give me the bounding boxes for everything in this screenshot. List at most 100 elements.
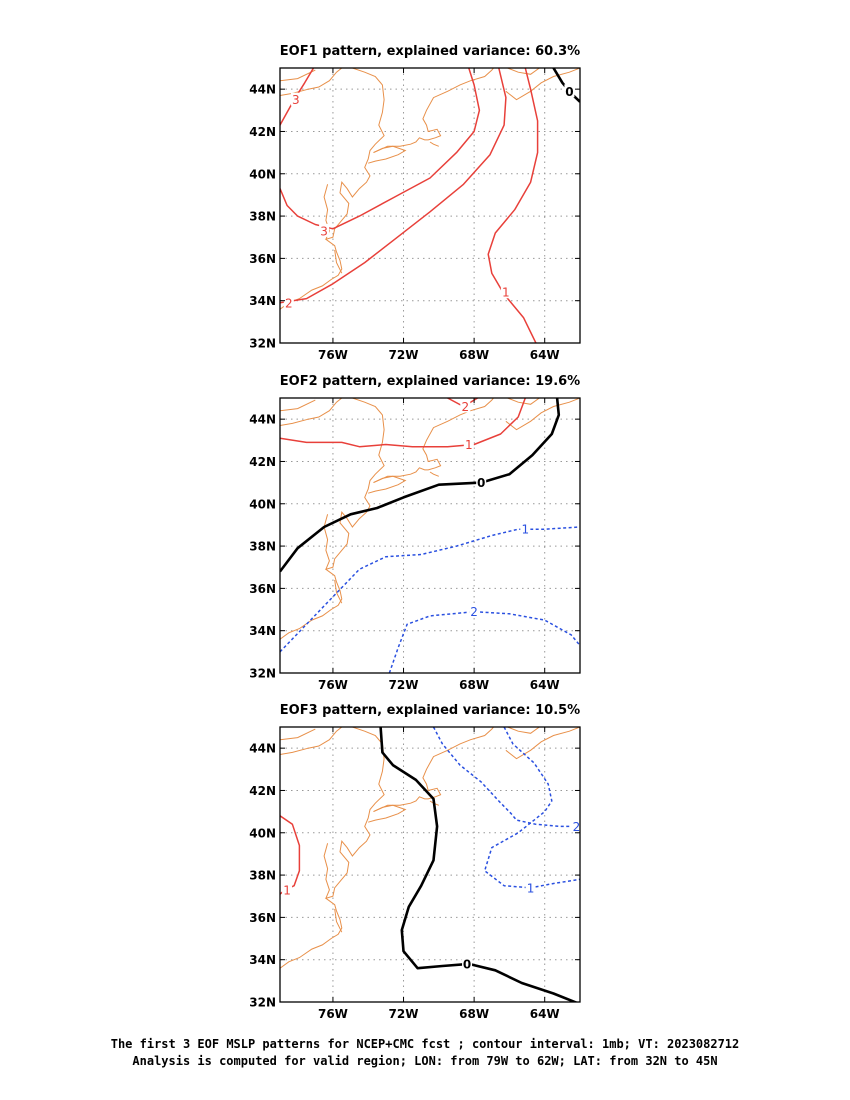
coastline [323,843,330,899]
panel-title: EOF3 pattern, explained variance: 10.5% [280,703,580,718]
y-tick-label: 38N [249,540,276,554]
contour-label-bg [469,604,480,618]
y-tick-label: 42N [249,784,276,798]
coastlines [280,398,580,640]
coastline [373,398,494,484]
coastline [429,471,439,477]
x-tick-label: 72W [389,348,419,362]
coastline [505,727,580,760]
coastline [334,579,343,604]
coastline [280,727,385,969]
x-tick-label: 68W [459,348,489,362]
contour-label: 3 [292,93,300,107]
coastline [323,514,330,570]
contour-label-bg [525,880,536,894]
contour-line [487,68,539,343]
y-tick-label: 38N [249,210,276,224]
contour-label-bg [462,956,473,970]
y-tick-label: 38N [249,869,276,883]
contour-label: 0 [477,476,485,490]
contour-label: 2 [461,400,469,414]
y-tick-label: 34N [249,294,276,308]
contour-label: 1 [502,286,510,300]
contour-line [280,398,527,448]
contour-label: 2 [470,605,478,619]
contour-label: 1 [527,881,535,895]
x-tick-label: 76W [318,678,348,692]
contour-label-bg [282,882,293,896]
panel-title: EOF1 pattern, explained variance: 60.3% [280,44,580,59]
x-tick-label: 76W [318,348,348,362]
coastlines [280,68,580,310]
y-tick-label: 44N [249,413,276,427]
y-tick-label: 32N [249,337,276,351]
contour-line [280,68,481,230]
y-tick-label: 32N [249,996,276,1010]
coastlines [280,727,580,969]
contour-label-bg [564,84,575,98]
coastline [334,908,343,933]
eof-panel-1: EOF1 pattern, explained variance: 60.3% 3… [249,44,581,362]
contour-label-bg [319,223,330,237]
y-tick-label: 32N [249,667,276,681]
coastline [507,727,543,734]
contour-label-bg [283,295,294,309]
contour-line [280,68,507,304]
y-tick-label: 40N [249,167,276,181]
y-tick-label: 36N [249,911,276,925]
y-tick-label: 36N [249,582,276,596]
contours [280,398,580,673]
contour-line [388,610,580,673]
y-tick-label: 44N [249,83,276,97]
contour-label: 1 [283,883,291,897]
coastline [280,69,316,82]
figure-caption: The first 3 EOF MSLP patterns for NCEP+C… [0,1036,850,1070]
contour-label: 0 [463,957,471,971]
contours [280,68,580,343]
plot-frame [279,67,581,344]
contour-label-bg [290,92,301,106]
y-tick-label: 34N [249,953,276,967]
coastline [334,249,343,274]
contour-line [280,68,315,126]
y-tick-label: 40N [249,497,276,511]
coastline [280,728,316,741]
coastline [368,475,407,494]
x-tick-label: 76W [318,1007,348,1021]
contour-label: 3 [320,224,328,238]
x-tick-label: 64W [530,678,560,692]
x-tick-label: 68W [459,1007,489,1021]
contour-line [432,727,580,828]
coastline [280,68,385,310]
coastline [505,398,580,431]
contour-label: 2 [573,820,581,834]
contour-label-bg [463,437,474,451]
contour-line [483,727,580,889]
plot-frame [279,726,581,1003]
contour-label-bg [571,819,582,833]
panel-title: EOF2 pattern, explained variance: 19.6% [280,374,580,389]
contour-label: 1 [465,438,473,452]
coastline [280,399,316,412]
eof-panel-3: EOF3 pattern, explained variance: 10.5% 1… [249,703,582,1021]
contour-line [280,398,561,573]
contour-line [379,727,579,1002]
caption-line-1: The first 3 EOF MSLP patterns for NCEP+C… [110,1037,740,1051]
coastline [507,398,543,405]
coastline [505,68,580,101]
contour-label: 1 [521,523,529,537]
contour-label-bg [460,399,471,413]
contour-label: 2 [285,296,293,310]
y-tick-label: 40N [249,826,276,840]
y-tick-label: 36N [249,252,276,266]
contour-line [280,815,301,895]
coastline [280,727,343,755]
y-tick-label: 34N [249,624,276,638]
x-tick-label: 68W [459,678,489,692]
contour-label-bg [476,475,487,489]
contour-label-bg [500,285,511,299]
x-tick-label: 72W [389,678,419,692]
coastline [280,398,343,426]
coastline [368,804,407,823]
x-tick-label: 64W [530,348,560,362]
